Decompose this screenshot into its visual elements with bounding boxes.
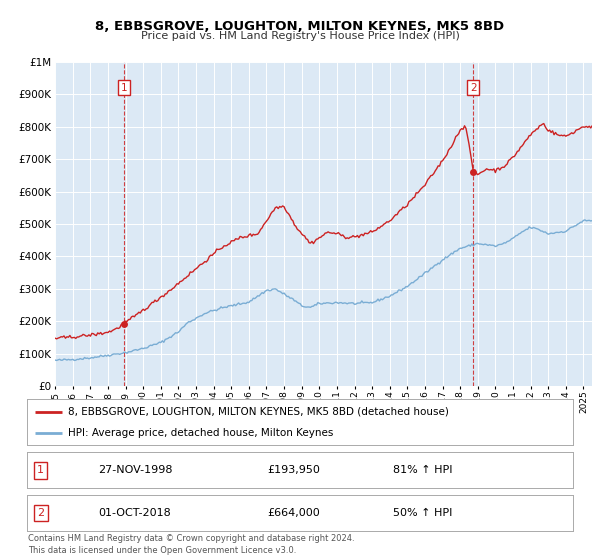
Text: 8, EBBSGROVE, LOUGHTON, MILTON KEYNES, MK5 8BD: 8, EBBSGROVE, LOUGHTON, MILTON KEYNES, M… [95, 20, 505, 32]
Text: Price paid vs. HM Land Registry's House Price Index (HPI): Price paid vs. HM Land Registry's House … [140, 31, 460, 41]
Text: 1: 1 [37, 465, 44, 475]
Text: HPI: Average price, detached house, Milton Keynes: HPI: Average price, detached house, Milt… [68, 428, 334, 438]
Text: 2: 2 [37, 508, 44, 518]
Text: £193,950: £193,950 [267, 465, 320, 475]
Text: Contains HM Land Registry data © Crown copyright and database right 2024.
This d: Contains HM Land Registry data © Crown c… [28, 534, 355, 555]
Text: 50% ↑ HPI: 50% ↑ HPI [393, 508, 452, 518]
Text: 8, EBBSGROVE, LOUGHTON, MILTON KEYNES, MK5 8BD (detached house): 8, EBBSGROVE, LOUGHTON, MILTON KEYNES, M… [68, 407, 449, 417]
Text: 01-OCT-2018: 01-OCT-2018 [98, 508, 171, 518]
Text: 81% ↑ HPI: 81% ↑ HPI [393, 465, 452, 475]
Text: 2: 2 [470, 82, 476, 92]
Text: 27-NOV-1998: 27-NOV-1998 [98, 465, 172, 475]
Text: 1: 1 [121, 82, 127, 92]
Text: £664,000: £664,000 [267, 508, 320, 518]
